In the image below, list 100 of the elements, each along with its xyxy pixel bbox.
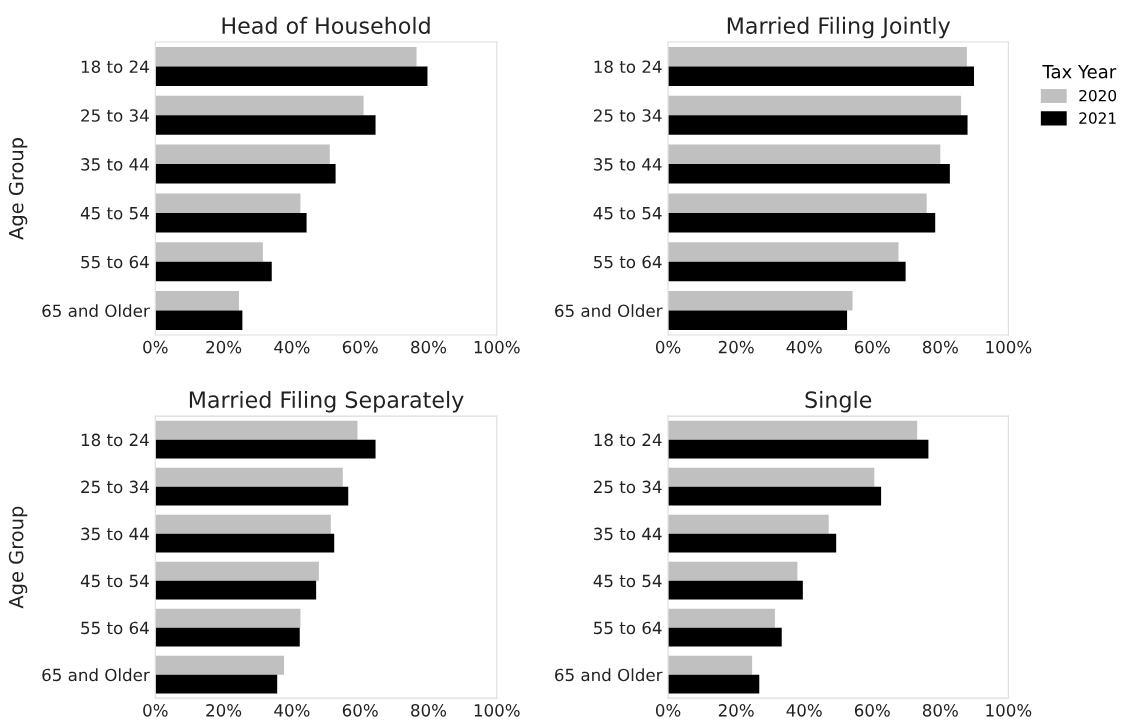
bar — [668, 66, 975, 86]
bar — [668, 291, 853, 311]
x-tick-label: 60% — [854, 704, 890, 717]
y-tick-label: 55 to 64 — [594, 255, 662, 269]
bar — [155, 580, 317, 600]
bar — [668, 115, 968, 135]
bar — [668, 420, 918, 440]
bar — [668, 486, 882, 506]
bar — [668, 310, 848, 331]
x-tick-label: 20% — [718, 340, 754, 354]
bar — [668, 467, 875, 487]
bar — [155, 310, 243, 331]
bar — [155, 627, 300, 647]
bar — [668, 144, 941, 165]
x-tick-label: 40% — [786, 340, 822, 354]
x-tick-label: 40% — [786, 704, 822, 717]
y-tick-label: 55 to 64 — [594, 621, 662, 635]
y-tick-label: 25 to 34 — [81, 109, 149, 122]
x-tick-label: 0% — [655, 704, 681, 717]
y-tick-label: 55 to 64 — [81, 621, 149, 635]
y-tick-label: 18 to 24 — [594, 433, 662, 447]
bar — [668, 193, 927, 213]
bar — [155, 420, 358, 440]
bar — [155, 533, 335, 553]
y-tick-label: 65 and Older — [555, 304, 663, 318]
legend-label: 2020 — [1079, 89, 1117, 102]
bar — [155, 486, 349, 506]
y-axis-title: Age Group — [8, 506, 28, 609]
chart-title: Married Filing Separately — [189, 390, 464, 413]
y-tick-label: 65 and Older — [42, 668, 150, 682]
bar — [155, 95, 364, 116]
x-tick-label: 20% — [718, 704, 754, 717]
y-tick-label: 25 to 34 — [81, 480, 149, 494]
x-tick-label: 40% — [274, 340, 310, 354]
y-tick-label: 25 to 34 — [593, 109, 662, 122]
bar — [155, 46, 417, 67]
x-tick-label: 100% — [986, 340, 1032, 354]
bar — [155, 291, 239, 311]
bar — [155, 655, 285, 675]
x-tick-label: 0% — [655, 340, 681, 354]
y-tick-label: 35 to 44 — [594, 527, 662, 541]
x-tick-label: 20% — [206, 704, 242, 717]
bar — [155, 115, 376, 135]
bar — [155, 439, 376, 459]
legend-title: Tax Year — [1042, 65, 1117, 79]
x-tick-label: 40% — [274, 704, 310, 717]
x-tick-label: 60% — [342, 704, 378, 717]
x-tick-label: 20% — [206, 340, 242, 354]
bar — [668, 242, 899, 262]
y-tick-label: 65 and Older — [42, 304, 150, 318]
chart-title: Single — [805, 390, 872, 413]
bar — [155, 467, 343, 487]
y-tick-label: 18 to 24 — [81, 433, 149, 447]
bar — [155, 674, 278, 694]
bar — [155, 66, 428, 86]
legend-label: 2021 — [1079, 112, 1116, 124]
x-tick-label: 100% — [986, 704, 1032, 717]
y-tick-label: 65 and Older — [555, 668, 663, 682]
x-tick-label: 0% — [143, 340, 168, 354]
x-tick-label: 100% — [474, 704, 520, 717]
x-tick-label: 0% — [143, 704, 168, 717]
x-tick-label: 60% — [854, 340, 890, 354]
bar — [668, 46, 967, 67]
bar — [155, 561, 319, 581]
bar — [668, 212, 936, 233]
bar — [668, 674, 760, 694]
bar — [155, 242, 263, 262]
bar — [668, 514, 829, 534]
bar — [668, 608, 775, 628]
bar — [155, 261, 272, 282]
bar — [668, 95, 962, 116]
y-tick-label: 18 to 24 — [594, 60, 662, 74]
x-tick-label: 60% — [342, 340, 378, 354]
y-tick-label: 45 to 54 — [593, 207, 662, 220]
bar — [155, 514, 331, 534]
bar — [668, 655, 753, 675]
bar — [155, 193, 301, 213]
bar — [155, 212, 307, 233]
bar — [155, 164, 336, 184]
y-tick-label: 45 to 54 — [80, 574, 149, 588]
y-axis-title: Age Group — [8, 138, 28, 240]
x-tick-label: 100% — [474, 340, 520, 354]
x-tick-label: 80% — [411, 340, 447, 354]
bar — [668, 580, 803, 600]
chart-title: Head of Household — [222, 16, 430, 35]
y-tick-label: 25 to 34 — [593, 480, 662, 494]
bar — [668, 533, 837, 553]
x-tick-label: 80% — [411, 704, 447, 717]
x-tick-label: 80% — [922, 340, 958, 354]
bar — [668, 439, 929, 459]
y-tick-label: 35 to 44 — [81, 527, 149, 541]
y-tick-label: 55 to 64 — [81, 255, 149, 269]
bar — [668, 561, 798, 581]
bar — [668, 627, 782, 647]
y-tick-label: 35 to 44 — [594, 158, 662, 171]
y-tick-label: 45 to 54 — [593, 574, 662, 588]
y-tick-label: 18 to 24 — [81, 60, 149, 74]
bar — [668, 164, 950, 184]
chart-title: Married Filing Jointly — [727, 16, 951, 39]
y-tick-label: 45 to 54 — [80, 207, 149, 220]
